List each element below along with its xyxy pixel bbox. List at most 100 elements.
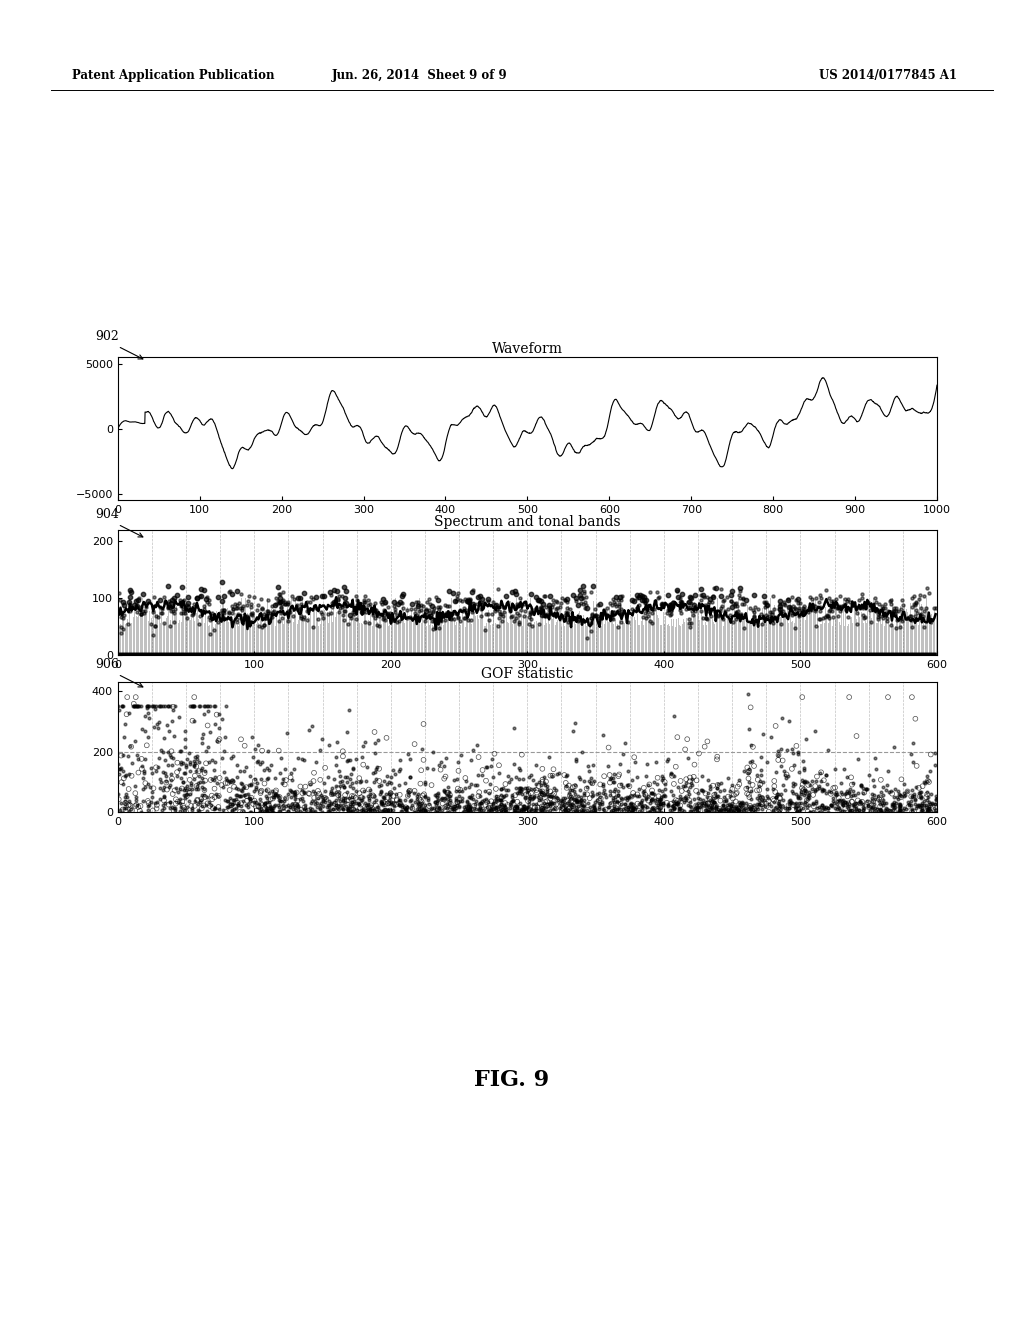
Point <box>562 785 579 807</box>
Point <box>586 797 602 818</box>
Point <box>694 585 711 606</box>
Text: FIG. 9: FIG. 9 <box>474 1069 550 1092</box>
Point <box>892 800 908 821</box>
Point <box>686 754 702 775</box>
Point <box>497 797 513 818</box>
Point <box>179 776 196 797</box>
Point <box>604 601 621 622</box>
Point <box>135 601 152 622</box>
Point <box>594 792 610 813</box>
Point <box>796 772 812 793</box>
Point <box>417 800 433 821</box>
Point <box>449 788 465 809</box>
Point <box>211 785 227 807</box>
Point <box>158 763 174 784</box>
Point <box>470 799 486 820</box>
Point <box>787 793 804 814</box>
Point <box>158 771 174 792</box>
Point <box>880 774 896 795</box>
Point <box>441 595 458 616</box>
Point <box>772 788 788 809</box>
Point <box>442 609 459 630</box>
Point <box>211 729 227 750</box>
Point <box>759 785 775 807</box>
Point <box>462 800 478 821</box>
Point <box>337 784 353 805</box>
Point <box>708 797 724 818</box>
Point <box>270 785 287 807</box>
Point <box>710 777 726 799</box>
Point <box>796 602 812 623</box>
Point <box>558 772 574 793</box>
Point <box>211 704 227 725</box>
Point <box>927 754 943 775</box>
Point <box>664 601 680 622</box>
Point <box>612 793 629 814</box>
Point <box>230 785 247 807</box>
Point <box>618 775 635 796</box>
Point <box>431 754 447 775</box>
Point <box>170 781 186 803</box>
Point <box>209 785 225 807</box>
Point <box>344 759 360 780</box>
Point <box>662 595 678 616</box>
Point <box>186 686 203 708</box>
Point <box>610 797 627 818</box>
Point <box>221 581 238 602</box>
Point <box>319 767 336 788</box>
Point <box>575 783 592 804</box>
Point <box>767 715 783 737</box>
Point <box>440 785 457 807</box>
Point <box>489 799 506 820</box>
Point <box>376 787 392 808</box>
Point <box>908 591 925 612</box>
Point <box>505 800 521 821</box>
Point <box>811 801 827 822</box>
Point <box>777 595 794 616</box>
Point <box>186 791 203 812</box>
Point <box>558 777 574 799</box>
Point <box>562 780 579 801</box>
Point <box>111 601 127 622</box>
Point <box>233 780 250 801</box>
Point <box>490 615 507 636</box>
Point <box>728 797 744 818</box>
Point <box>611 775 628 796</box>
Point <box>631 800 647 821</box>
Point <box>823 795 840 816</box>
Point <box>899 780 915 801</box>
Point <box>172 751 188 772</box>
Point <box>599 796 615 817</box>
Point <box>130 762 146 783</box>
Point <box>507 800 523 821</box>
Point <box>458 796 474 817</box>
Point <box>339 767 355 788</box>
Point <box>463 774 479 795</box>
Point <box>166 602 182 623</box>
Point <box>716 779 732 800</box>
Point <box>682 795 698 816</box>
Point <box>700 801 717 822</box>
Point <box>254 598 270 619</box>
Point <box>568 789 585 810</box>
Point <box>128 696 144 717</box>
Point <box>519 780 536 801</box>
Point <box>508 796 524 817</box>
Point <box>793 781 809 803</box>
Point <box>185 768 202 789</box>
Point <box>152 768 168 789</box>
Point <box>601 797 617 818</box>
Point <box>740 759 757 780</box>
Point <box>514 799 530 820</box>
Point <box>605 768 622 789</box>
Point <box>584 607 600 628</box>
Point <box>543 792 559 813</box>
Point <box>690 783 707 804</box>
Point <box>639 797 655 818</box>
Point <box>714 595 730 616</box>
Point <box>345 793 361 814</box>
Point <box>775 591 792 612</box>
Point <box>744 599 761 620</box>
Point <box>172 591 188 612</box>
Point <box>163 601 179 622</box>
